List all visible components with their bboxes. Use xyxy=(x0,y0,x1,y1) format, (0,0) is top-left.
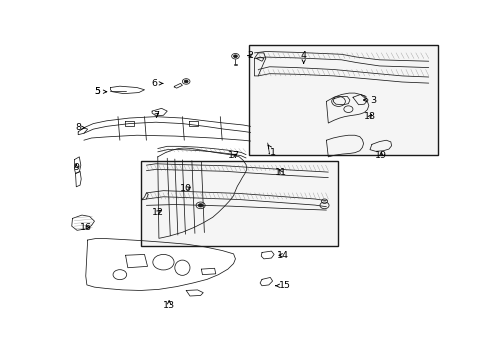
Circle shape xyxy=(184,80,188,83)
Text: 16: 16 xyxy=(80,223,92,232)
Text: 6: 6 xyxy=(151,79,163,88)
Text: 4: 4 xyxy=(300,51,306,63)
Circle shape xyxy=(198,204,203,207)
Text: 7: 7 xyxy=(153,111,159,120)
Text: 12: 12 xyxy=(151,208,163,217)
Bar xyxy=(248,45,437,156)
Text: 3: 3 xyxy=(363,95,376,104)
Circle shape xyxy=(233,55,237,58)
Text: 10: 10 xyxy=(180,184,192,193)
Text: 15: 15 xyxy=(275,281,290,290)
Bar xyxy=(141,161,337,246)
Text: 9: 9 xyxy=(73,163,79,172)
Text: 8: 8 xyxy=(75,123,84,132)
Text: 5: 5 xyxy=(94,87,107,96)
Text: 1: 1 xyxy=(267,145,276,157)
Text: 5: 5 xyxy=(94,87,106,96)
Text: 14: 14 xyxy=(276,251,288,260)
Text: 13: 13 xyxy=(163,301,175,310)
Text: 17: 17 xyxy=(227,151,239,160)
Text: 2: 2 xyxy=(247,51,253,60)
Text: 11: 11 xyxy=(274,168,286,177)
Text: 18: 18 xyxy=(363,112,375,121)
Text: 19: 19 xyxy=(375,151,386,160)
